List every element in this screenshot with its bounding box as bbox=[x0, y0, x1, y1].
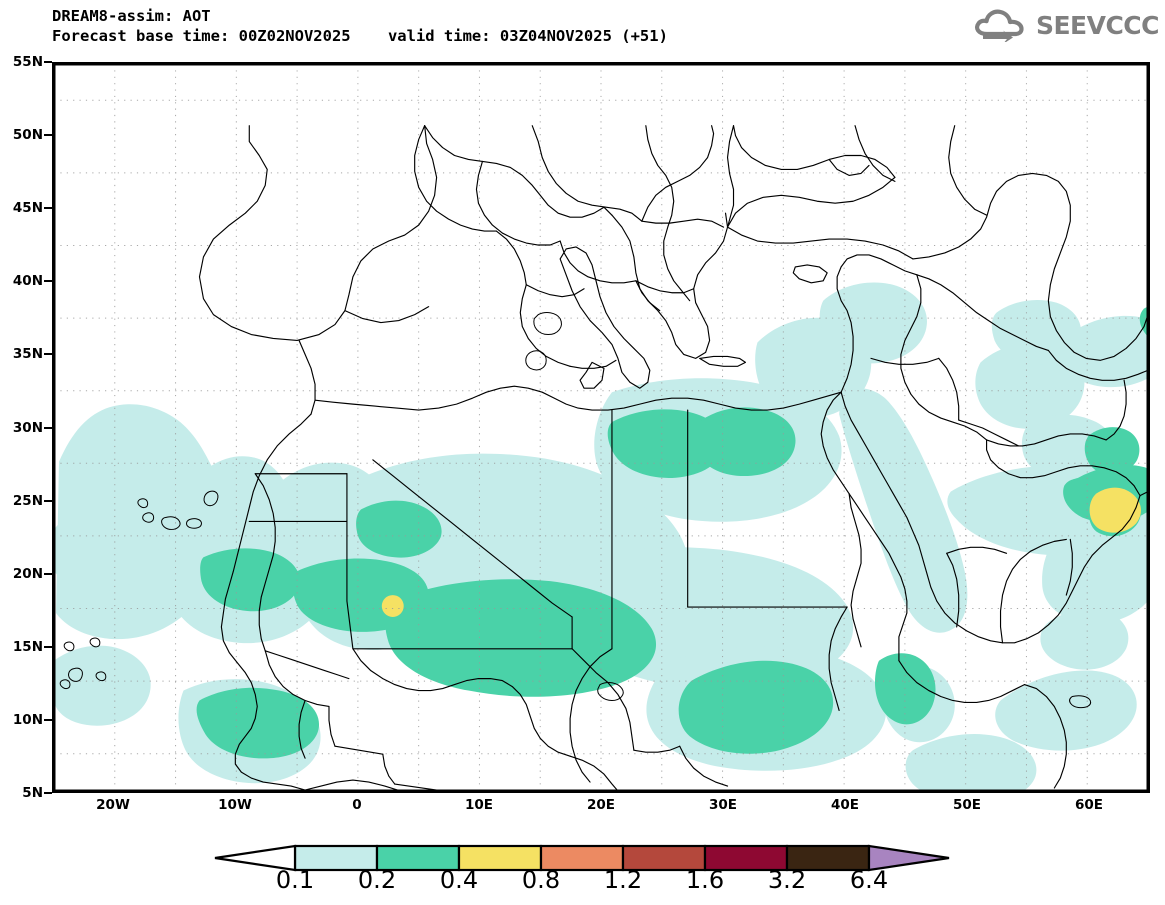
aot-contour-fill bbox=[54, 282, 1148, 791]
header-time-line: Forecast base time: 00Z02NOV2025 valid t… bbox=[52, 27, 668, 45]
y-axis-tick-label: 45N bbox=[12, 200, 43, 217]
header-title-line: DREAM8-assim: AOT bbox=[52, 7, 211, 25]
y-axis-tick-label: 5N bbox=[22, 785, 43, 801]
y-axis-tick-mark bbox=[44, 718, 52, 721]
map-canvas bbox=[54, 64, 1148, 791]
x-axis-tick-label: 30E bbox=[708, 797, 738, 813]
y-axis-tick-mark bbox=[44, 280, 52, 283]
y-axis-tick-label: 40N bbox=[12, 273, 43, 290]
colorbar-tick-label: 3.2 bbox=[767, 866, 807, 894]
colorbar-cell bbox=[457, 844, 543, 872]
colorbar-tick-label: 6.4 bbox=[849, 866, 889, 894]
colorbar-cell bbox=[703, 844, 789, 872]
colorbar-tick-label: 0.8 bbox=[521, 866, 561, 894]
logo-text: SEEVCCC bbox=[1035, 10, 1160, 40]
x-axis-tick-label: 0 bbox=[352, 797, 362, 813]
x-axis-tick-label: 60E bbox=[1074, 797, 1104, 813]
colorbar-svg bbox=[214, 844, 950, 872]
y-axis-tick-mark bbox=[44, 572, 52, 575]
y-axis-tick-label: 35N bbox=[12, 346, 43, 363]
colorbar bbox=[207, 843, 957, 873]
y-axis-tick-label: 25N bbox=[12, 492, 43, 509]
cloud-arrow-icon bbox=[974, 9, 1024, 42]
y-axis-tick-mark bbox=[44, 645, 52, 648]
colorbar-tick-label: 1.6 bbox=[685, 866, 725, 894]
colorbar-tick-label: 0.2 bbox=[357, 866, 397, 894]
y-axis-tick-label: 15N bbox=[12, 638, 43, 655]
chart-header: DREAM8-assim: AOT Forecast base time: 00… bbox=[52, 6, 1012, 46]
seevccc-logo: SEEVCCC bbox=[973, 8, 1160, 42]
y-axis-tick-mark bbox=[44, 426, 52, 429]
x-axis-tick-label: 20W bbox=[96, 797, 130, 813]
y-axis-tick-label: 55N bbox=[12, 54, 43, 70]
y-axis-tick-mark bbox=[44, 61, 52, 63]
y-axis-tick-mark bbox=[44, 353, 52, 356]
y-axis-tick-label: 20N bbox=[12, 565, 43, 582]
colorbar-tick-label: 0.1 bbox=[275, 866, 315, 894]
coastlines-and-borders bbox=[59, 125, 1148, 791]
x-axis-tick-label: 40E bbox=[830, 797, 860, 813]
map-plot-area bbox=[52, 62, 1150, 793]
y-axis-tick-mark bbox=[44, 792, 52, 794]
y-axis-tick-mark bbox=[44, 499, 52, 502]
y-axis-tick-label: 30N bbox=[12, 419, 43, 436]
gridlines bbox=[54, 64, 1148, 791]
y-axis-tick-label: 50N bbox=[12, 127, 43, 144]
y-axis-tick-mark bbox=[44, 207, 52, 210]
x-axis-tick-label: 10W bbox=[218, 797, 252, 813]
colorbar-cell bbox=[375, 844, 461, 872]
x-axis-tick-label: 10E bbox=[464, 797, 494, 813]
colorbar-tick-label: 0.4 bbox=[439, 866, 479, 894]
x-axis-tick-label: 20E bbox=[586, 797, 616, 813]
colorbar-labels: 0.1 0.2 0.4 0.8 1.2 1.6 3.2 6.4 bbox=[207, 866, 957, 896]
colorbar-tick-label: 1.2 bbox=[603, 866, 643, 894]
y-axis-tick-mark bbox=[44, 134, 52, 137]
y-axis-tick-label: 10N bbox=[12, 711, 43, 728]
x-axis-tick-label: 50E bbox=[952, 797, 982, 813]
